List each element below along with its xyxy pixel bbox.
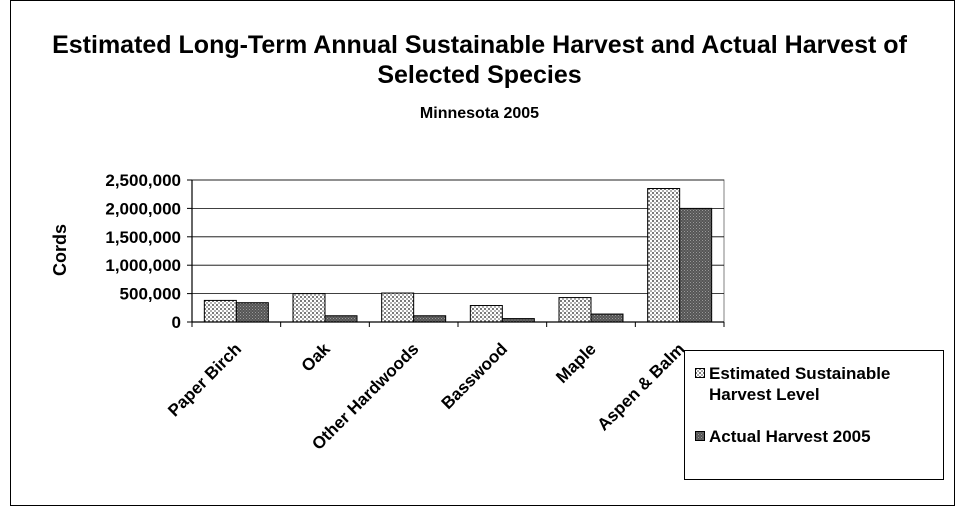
y-tick-label: 2,000,000: [105, 199, 181, 218]
legend-swatch-actual: [695, 431, 705, 441]
legend: Estimated Sustainable Harvest Level Actu…: [684, 350, 944, 480]
axes: 0 500,000 1,000,000 1,500,000 2,000,000 2,500…: [105, 171, 725, 454]
x-tick-label: Paper Birch: [164, 339, 245, 420]
y-tick-label: 2,500,000: [105, 171, 181, 190]
chart-title: Estimated Long-Term Annual Sustainable H…: [52, 31, 907, 89]
y-tick-label: 1,500,000: [105, 228, 181, 247]
x-tick-label: Maple: [552, 339, 600, 387]
plot-frame: [191, 179, 725, 323]
x-tick-label: Basswood: [438, 339, 512, 413]
bar-estimated: [558, 297, 592, 323]
bar-actual: [590, 313, 624, 323]
y-tick-label: 0: [172, 313, 181, 332]
y-tick-label: 500,000: [120, 285, 181, 304]
legend-swatch-estimated: [695, 368, 705, 378]
x-tick-label: Aspen & Balm: [594, 339, 689, 434]
bar-actual: [235, 302, 269, 323]
bar-actual: [679, 207, 713, 323]
bar-estimated: [381, 292, 415, 323]
bar-estimated: [469, 305, 503, 323]
bar-actual: [413, 315, 447, 323]
chart-frame: [10, 0, 955, 506]
x-tick-label: Oak: [298, 339, 335, 376]
bars: [203, 188, 713, 323]
y-axis-label: Cords: [50, 224, 70, 276]
y-tick-label: 1,000,000: [105, 256, 181, 275]
legend-item-actual: Actual Harvest 2005: [695, 426, 944, 447]
bar-estimated: [647, 188, 681, 323]
grid-lines: [191, 179, 725, 323]
bar-estimated: [292, 293, 326, 323]
legend-item-estimated: Estimated Sustainable Harvest Level: [695, 363, 944, 405]
bar-actual: [324, 315, 358, 323]
bar-estimated: [203, 299, 237, 323]
legend-label-estimated: Estimated Sustainable Harvest Level: [709, 364, 891, 404]
chart-subtitle: Minnesota 2005: [419, 105, 540, 122]
legend-label-actual: Actual Harvest 2005: [709, 427, 871, 446]
